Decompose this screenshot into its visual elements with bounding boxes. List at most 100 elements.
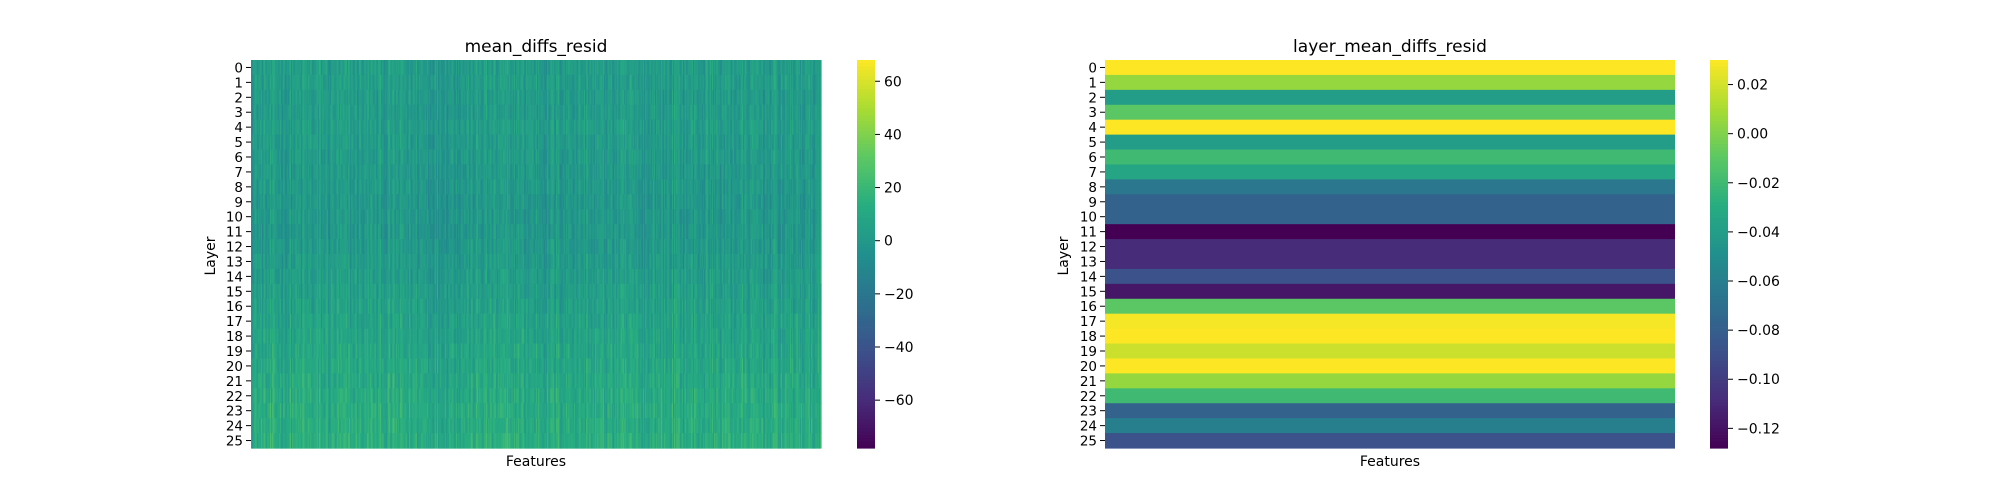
heatmap-cell (676, 119, 678, 136)
heatmap-cell (480, 149, 483, 166)
heatmap-cell (407, 194, 410, 210)
heatmap-cell (758, 74, 761, 91)
heatmap-cell (344, 119, 347, 136)
heatmap-cell (806, 164, 809, 180)
heatmap-cell (493, 119, 496, 136)
heatmap-cell (358, 74, 361, 91)
heatmap-cell (782, 104, 784, 121)
heatmap-cell (818, 60, 821, 76)
heatmap-cell (546, 194, 548, 210)
heatmap-cell (701, 74, 704, 91)
heatmap-cell (272, 194, 274, 210)
heatmap-cell (672, 104, 675, 121)
heatmap-cell (327, 164, 330, 180)
heatmap-cell (778, 179, 781, 195)
heatmap-cell (813, 74, 815, 91)
heatmap-cell (415, 149, 418, 166)
heatmap-cell (331, 179, 333, 195)
heatmap-cell (574, 134, 577, 151)
heatmap-cell (348, 179, 351, 195)
heatmap-cell (759, 164, 762, 180)
heatmap-cell (775, 74, 778, 91)
heatmap-cell (336, 134, 339, 151)
heatmap-cell (588, 194, 591, 210)
heatmap-cell (483, 104, 486, 121)
heatmap-cell (445, 179, 448, 195)
heatmap-cell (273, 60, 275, 76)
heatmap-cell (308, 164, 311, 180)
heatmap-cell (482, 194, 485, 210)
heatmap-cell (649, 149, 652, 166)
heatmap-cell (563, 134, 566, 151)
heatmap-cell (747, 134, 750, 151)
heatmap-cell (515, 104, 518, 121)
heatmap-cell (323, 134, 326, 151)
heatmap-cell (799, 119, 802, 136)
heatmap-cell (784, 60, 786, 76)
heatmap-cell (324, 104, 327, 121)
heatmap-cell (638, 60, 641, 76)
heatmap-cell (358, 134, 361, 151)
heatmap-cell (625, 194, 627, 210)
heatmap-cell (436, 119, 439, 136)
heatmap-cell (512, 179, 515, 195)
heatmap-cell (660, 74, 663, 91)
heatmap-cell (328, 194, 331, 210)
heatmap-cell (435, 74, 438, 91)
heatmap-cell (342, 74, 344, 91)
heatmap-cell (450, 60, 452, 76)
heatmap-cell (314, 104, 317, 121)
heatmap-cell (417, 134, 420, 151)
heatmap-cell (399, 89, 401, 106)
heatmap-cell (527, 149, 529, 166)
heatmap-cell (292, 194, 294, 210)
heatmap-cell (308, 179, 311, 195)
heatmap-cell (757, 179, 760, 195)
heatmap-cell (517, 60, 519, 76)
heatmap-cell (679, 149, 682, 166)
heatmap-cell (421, 149, 424, 166)
heatmap-cell (416, 89, 419, 106)
heatmap-cell (462, 149, 465, 166)
heatmap-cell (785, 164, 788, 180)
heatmap-cell (421, 194, 424, 210)
heatmap-cell (655, 119, 657, 136)
heatmap-cell (387, 194, 390, 210)
heatmap-cell (670, 179, 673, 195)
heatmap-cell (692, 149, 695, 166)
heatmap-cell (257, 60, 260, 76)
heatmap-cell (327, 134, 330, 151)
heatmap-cell (597, 194, 599, 210)
heatmap-cell (365, 179, 368, 195)
heatmap-cell (461, 179, 464, 195)
heatmap-cell (720, 149, 723, 166)
heatmap-cell (413, 149, 416, 166)
heatmap-cell (650, 119, 653, 136)
heatmap-cell (798, 179, 801, 195)
heatmap-cell (649, 89, 652, 106)
heatmap-cell (333, 74, 336, 91)
heatmap-cell (520, 149, 523, 166)
heatmap-cell (320, 119, 322, 136)
heatmap-cell (363, 89, 366, 106)
heatmap-cell (809, 149, 812, 166)
heatmap-cell (773, 104, 775, 121)
heatmap-cell (665, 89, 667, 106)
heatmap-cell (615, 194, 617, 210)
heatmap-cell (361, 74, 363, 91)
heatmap-cell (285, 60, 288, 76)
heatmap-cell (603, 60, 606, 76)
heatmap-cell (815, 119, 818, 136)
heatmap-cell (520, 179, 523, 195)
heatmap-cell (259, 104, 262, 121)
heatmap-cell (741, 60, 744, 76)
heatmap-cell (799, 164, 802, 180)
heatmap-cell (699, 149, 702, 166)
heatmap-cell (268, 179, 271, 195)
heatmap-cell (455, 134, 458, 151)
heatmap-cell (265, 179, 268, 195)
heatmap-cell (584, 134, 587, 151)
heatmap-cell (510, 119, 513, 136)
heatmap-cell (666, 119, 668, 136)
heatmap-cell (672, 74, 675, 91)
